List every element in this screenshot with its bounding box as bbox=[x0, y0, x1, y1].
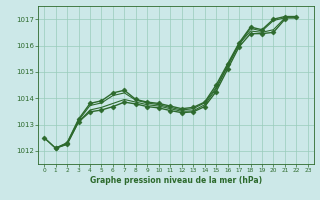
X-axis label: Graphe pression niveau de la mer (hPa): Graphe pression niveau de la mer (hPa) bbox=[90, 176, 262, 185]
